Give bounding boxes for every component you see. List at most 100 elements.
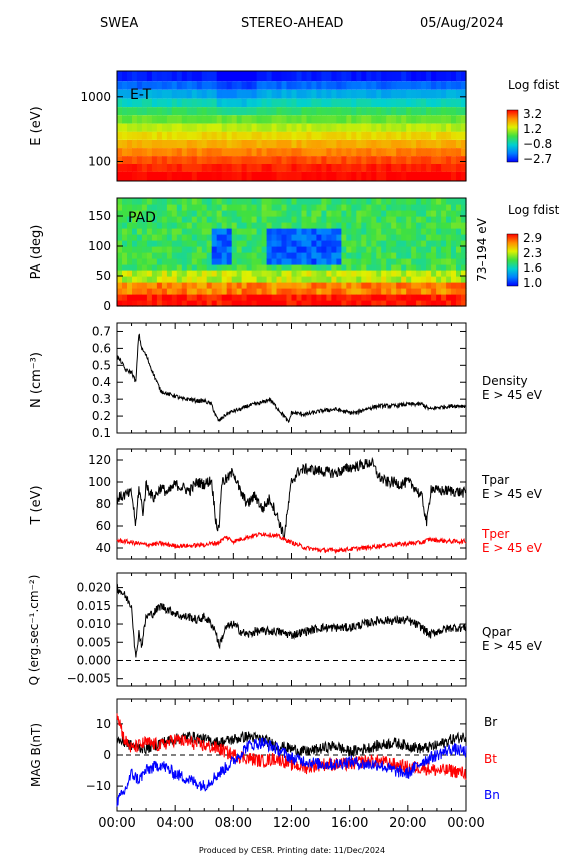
spectrogram-cell bbox=[117, 246, 123, 253]
spectrogram-cell bbox=[371, 89, 377, 99]
spectrogram-cell bbox=[426, 258, 432, 265]
spectrogram-cell bbox=[426, 252, 432, 259]
spectrogram-cell bbox=[201, 210, 208, 217]
spectrogram-cell bbox=[136, 156, 143, 164]
spectrogram-cell bbox=[331, 115, 337, 124]
spectrogram-cell bbox=[301, 258, 308, 265]
spectrogram-cell bbox=[356, 204, 362, 211]
spectrogram-cell bbox=[436, 282, 442, 289]
spectrogram-cell bbox=[446, 148, 452, 157]
spectrogram-cell bbox=[146, 171, 153, 181]
spectrogram-cell bbox=[351, 264, 357, 271]
spectrogram-cell bbox=[156, 204, 163, 211]
spectrogram-cell bbox=[286, 222, 293, 229]
spectrogram-cell bbox=[431, 216, 437, 223]
spectrogram-cell bbox=[361, 107, 367, 116]
spectrogram-cell bbox=[346, 204, 352, 211]
spectrogram-cell bbox=[196, 89, 203, 99]
spectrogram-cell bbox=[371, 171, 377, 181]
spectrogram-cell bbox=[201, 300, 208, 307]
spectrogram-cell bbox=[361, 240, 367, 247]
spectrogram-cell bbox=[161, 210, 168, 217]
spectrogram-cell bbox=[122, 240, 128, 247]
spectrogram-cell bbox=[141, 204, 148, 211]
spectrogram-cell bbox=[416, 171, 422, 181]
spectrogram-cell bbox=[421, 107, 427, 116]
spectrogram-cell bbox=[291, 282, 298, 289]
spectrogram-cell bbox=[416, 276, 422, 283]
spectrogram-cell bbox=[416, 81, 422, 90]
spectrogram-cell bbox=[366, 156, 372, 164]
spectrogram-cell bbox=[376, 222, 382, 229]
spectrogram-cell bbox=[336, 270, 342, 277]
spectrogram-cell bbox=[151, 222, 158, 229]
spectrogram-cell bbox=[291, 171, 298, 181]
spectrogram-cell bbox=[461, 171, 467, 181]
spectrogram-cell bbox=[361, 252, 367, 259]
spectrogram-cell bbox=[461, 270, 467, 277]
spectrogram-cell bbox=[391, 216, 397, 223]
spectrogram-cell bbox=[361, 228, 367, 235]
spectrogram-cell bbox=[331, 98, 337, 108]
spectrogram-cell bbox=[296, 288, 303, 295]
spectrogram-cell bbox=[186, 140, 193, 149]
spectrogram-cell bbox=[201, 198, 208, 205]
spectrogram-cell bbox=[456, 210, 462, 217]
spectrogram-cell bbox=[146, 264, 153, 271]
spectrogram-cell bbox=[321, 240, 327, 247]
time-tick-label: 12:00 bbox=[273, 816, 310, 831]
spectrogram-cell bbox=[441, 222, 447, 229]
spectrogram-cell bbox=[381, 140, 387, 149]
spectrogram-cell bbox=[296, 222, 303, 229]
spectrogram-cell bbox=[371, 294, 377, 301]
spectrogram-cell bbox=[451, 123, 457, 132]
spectrogram-cell bbox=[211, 270, 218, 277]
spectrogram-cell bbox=[431, 240, 437, 247]
spectrogram-cell bbox=[146, 123, 153, 132]
spectrogram-cell bbox=[151, 234, 158, 241]
pitch-angle-frame bbox=[116, 197, 467, 307]
spectrogram-cell bbox=[451, 270, 457, 277]
energy-time-spectrogram bbox=[117, 71, 467, 181]
spectrogram-cell bbox=[211, 123, 218, 132]
spectrogram-cell bbox=[201, 246, 208, 253]
spectrogram-cell bbox=[221, 276, 228, 283]
spectrogram-cell bbox=[296, 115, 303, 124]
spectrogram-cell bbox=[331, 288, 337, 295]
spectrogram-cell bbox=[291, 264, 298, 271]
spectrogram-cell bbox=[286, 216, 293, 223]
spectrogram-cell bbox=[451, 198, 457, 205]
spectrogram-cell bbox=[201, 71, 208, 82]
spectrogram-cell bbox=[306, 258, 313, 265]
spectrogram-cell bbox=[346, 148, 352, 157]
spectrogram-cell bbox=[132, 198, 138, 205]
spectrogram-cell bbox=[351, 252, 357, 259]
spectrogram-cell bbox=[356, 98, 362, 108]
spectrogram-cell bbox=[411, 258, 417, 265]
spectrogram-cell bbox=[301, 198, 308, 205]
spectrogram-cell bbox=[391, 228, 397, 235]
spectrogram-cell bbox=[396, 89, 402, 99]
spectrogram-cell bbox=[256, 240, 263, 247]
spectrogram-cell bbox=[441, 276, 447, 283]
spectrogram-cell bbox=[256, 115, 263, 124]
spectrogram-cell bbox=[401, 204, 407, 211]
spectrogram-cell bbox=[221, 234, 228, 241]
spectrogram-cell bbox=[326, 131, 332, 140]
spectrogram-cell bbox=[176, 81, 183, 90]
spectrogram-cell bbox=[381, 228, 387, 235]
spectrogram-cell bbox=[271, 131, 278, 140]
spectrogram-cell bbox=[381, 71, 387, 82]
spectrogram-cell bbox=[336, 198, 342, 205]
spectrogram-cell bbox=[266, 264, 273, 271]
spectrogram-cell bbox=[321, 123, 327, 132]
spectrogram-cell bbox=[361, 148, 367, 157]
spectrogram-cell bbox=[316, 282, 322, 289]
spectrogram-cell bbox=[291, 115, 298, 124]
spectrogram-cell bbox=[416, 140, 422, 149]
spectrogram-cell bbox=[146, 98, 153, 108]
spectrogram-cell bbox=[171, 246, 178, 253]
spectrogram-cell bbox=[231, 171, 238, 181]
spectrogram-cell bbox=[446, 294, 452, 301]
spectrogram-cell bbox=[446, 282, 452, 289]
